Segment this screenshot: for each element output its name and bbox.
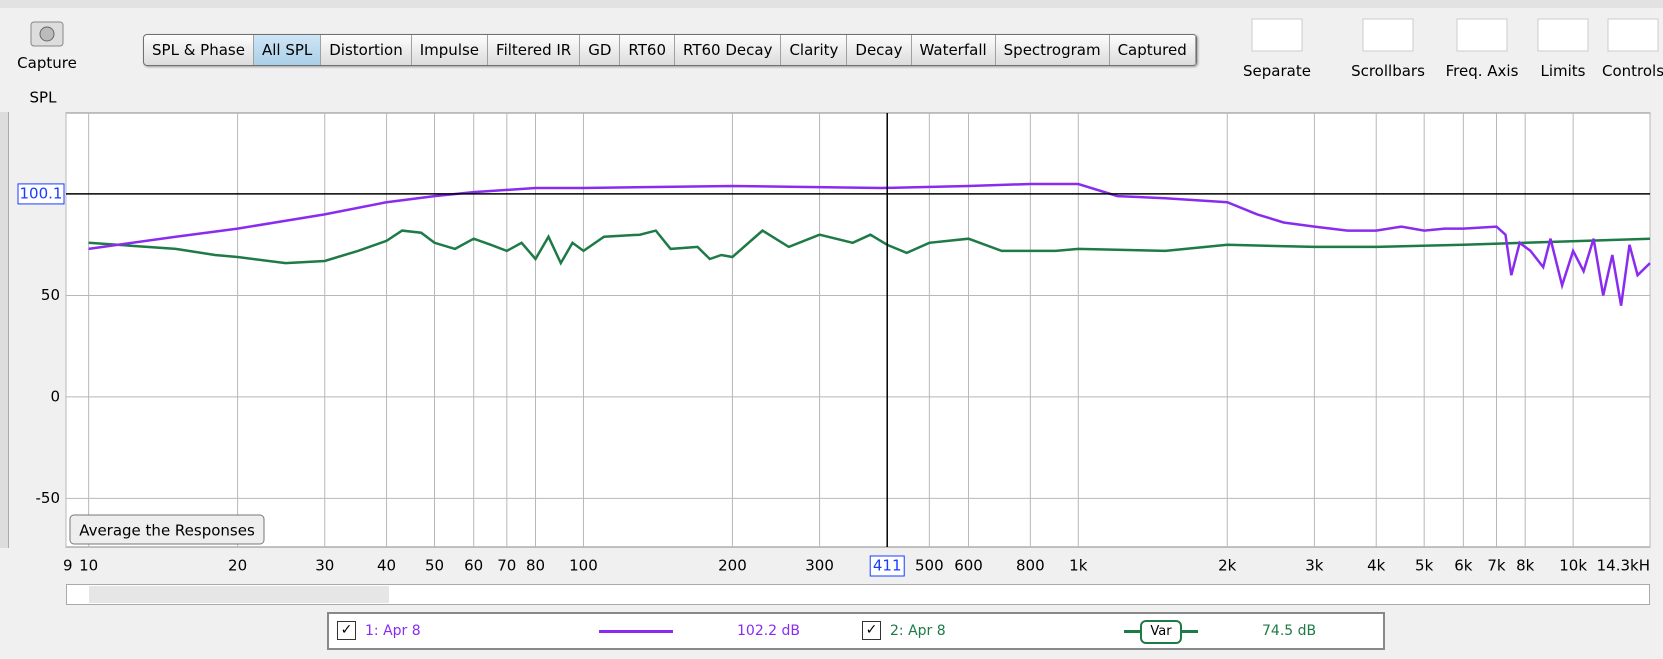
x-tick-label: 14.3kH: [1597, 557, 1650, 575]
tool-label: Limits: [1540, 62, 1586, 80]
legend-swatch: [599, 630, 673, 633]
tool-icon: [1456, 18, 1508, 52]
x-tick-label: 20: [228, 557, 247, 575]
capture-label: Capture: [17, 54, 77, 72]
tab-button[interactable]: Decay: [847, 35, 912, 65]
cursor-label-box: [17, 183, 65, 205]
x-tick-label: 40: [377, 557, 396, 575]
tool-label: Controls: [1601, 62, 1663, 80]
x-tick-label: 9: [63, 557, 73, 575]
x-tick-label: 2k: [1218, 557, 1237, 575]
x-tick-label: 60: [464, 557, 483, 575]
x-tick-label: 200: [718, 557, 747, 575]
tab-button[interactable]: Spectrogram: [996, 35, 1110, 65]
tool-label: Separate: [1243, 62, 1311, 80]
tab-button[interactable]: Impulse: [412, 35, 489, 65]
x-tick-label: 8k: [1516, 557, 1535, 575]
legend-tag: Var: [1140, 620, 1182, 644]
h-scrollbar[interactable]: [66, 584, 1650, 605]
camera-icon: [30, 21, 64, 47]
average-button-label: Average the Responses: [79, 522, 255, 540]
tool-label: Freq. Axis: [1445, 62, 1519, 80]
tool-button[interactable]: Controls: [1588, 16, 1663, 80]
tab-button[interactable]: Filtered IR: [488, 35, 581, 65]
x-tick-label: 100: [569, 557, 598, 575]
scroll-track: [89, 586, 389, 603]
x-tick-label: 7k: [1487, 557, 1506, 575]
x-tick-label: 10: [79, 557, 98, 575]
legend-readout: 102.2 dB: [737, 623, 801, 639]
tab-button[interactable]: Distortion: [321, 35, 412, 65]
tab-bar: SPL & Phase All SPL Distortion Impulse Filte…: [143, 34, 1197, 66]
x-tick-label: 80: [526, 557, 545, 575]
cursor-y-label: 100.1: [20, 184, 63, 202]
series-line: [88, 229, 1651, 266]
top-strip: [0, 0, 1663, 8]
x-tick-label: 30: [315, 557, 334, 575]
y-tick-label: 0: [50, 387, 60, 405]
cursor-x-label: 411: [873, 557, 902, 575]
x-tick-label: 70: [497, 557, 516, 575]
tab-button[interactable]: All SPL: [253, 35, 322, 65]
left-scrollbar: [0, 112, 9, 548]
legend-name: 2: Apr 8: [890, 623, 946, 639]
x-tick-label: 3k: [1305, 557, 1324, 575]
tool-icon: [1251, 18, 1303, 52]
x-tick-label: 300: [805, 557, 834, 575]
legend-name: 1: Apr 8: [365, 623, 421, 639]
tab-button[interactable]: RT60 Decay: [675, 35, 782, 65]
cursor-label-box: [869, 555, 905, 577]
x-tick-label: 4k: [1367, 557, 1386, 575]
average-button[interactable]: [69, 514, 265, 545]
legend-checkbox[interactable]: ✓: [337, 621, 356, 640]
x-tick-label: 800: [1016, 557, 1045, 575]
y-tick-label: 50: [41, 286, 60, 304]
tab-button[interactable]: Captured: [1110, 35, 1196, 65]
chart: SPL -50 0 50 9 10 20 30 40 50 60 70 80 100 200 300 500 6…: [17, 89, 1651, 577]
x-tick-label: 6k: [1454, 557, 1473, 575]
x-tick-label: 5k: [1415, 557, 1434, 575]
legend: ✓ 1: Apr 8 102.2 dB ✓ 2: Apr 8 Var 74.5 dB: [327, 612, 1385, 650]
tool-icon: [1362, 18, 1414, 52]
tool-button[interactable]: Limits: [1518, 16, 1608, 80]
tab-button[interactable]: Waterfall: [912, 35, 996, 65]
tab-button[interactable]: RT60: [620, 35, 675, 65]
tool-icon: [1537, 18, 1589, 52]
x-tick-label: 600: [954, 557, 983, 575]
x-tick-label: 10k: [1559, 557, 1587, 575]
y-tick-label: -50: [36, 489, 61, 507]
y-axis-label: SPL: [30, 89, 58, 107]
tool-button[interactable]: Scrollbars: [1343, 16, 1433, 80]
plot-area: [65, 112, 1651, 548]
x-tick-label: 50: [425, 557, 444, 575]
legend-readout: 74.5 dB: [1262, 623, 1317, 639]
tab-button[interactable]: GD: [580, 35, 621, 65]
tool-icon: [1607, 18, 1659, 52]
legend-checkbox[interactable]: ✓: [862, 621, 881, 640]
tool-label: Scrollbars: [1351, 62, 1425, 80]
tool-button[interactable]: Freq. Axis: [1437, 16, 1527, 80]
series-line: [88, 182, 1651, 306]
x-tick-label: 1k: [1069, 557, 1088, 575]
tab-button[interactable]: Clarity: [781, 35, 848, 65]
x-tick-label: 500: [915, 557, 944, 575]
tab-button[interactable]: SPL & Phase: [144, 35, 254, 65]
capture-button[interactable]: Capture: [14, 16, 80, 72]
tool-button[interactable]: Separate: [1232, 16, 1322, 80]
